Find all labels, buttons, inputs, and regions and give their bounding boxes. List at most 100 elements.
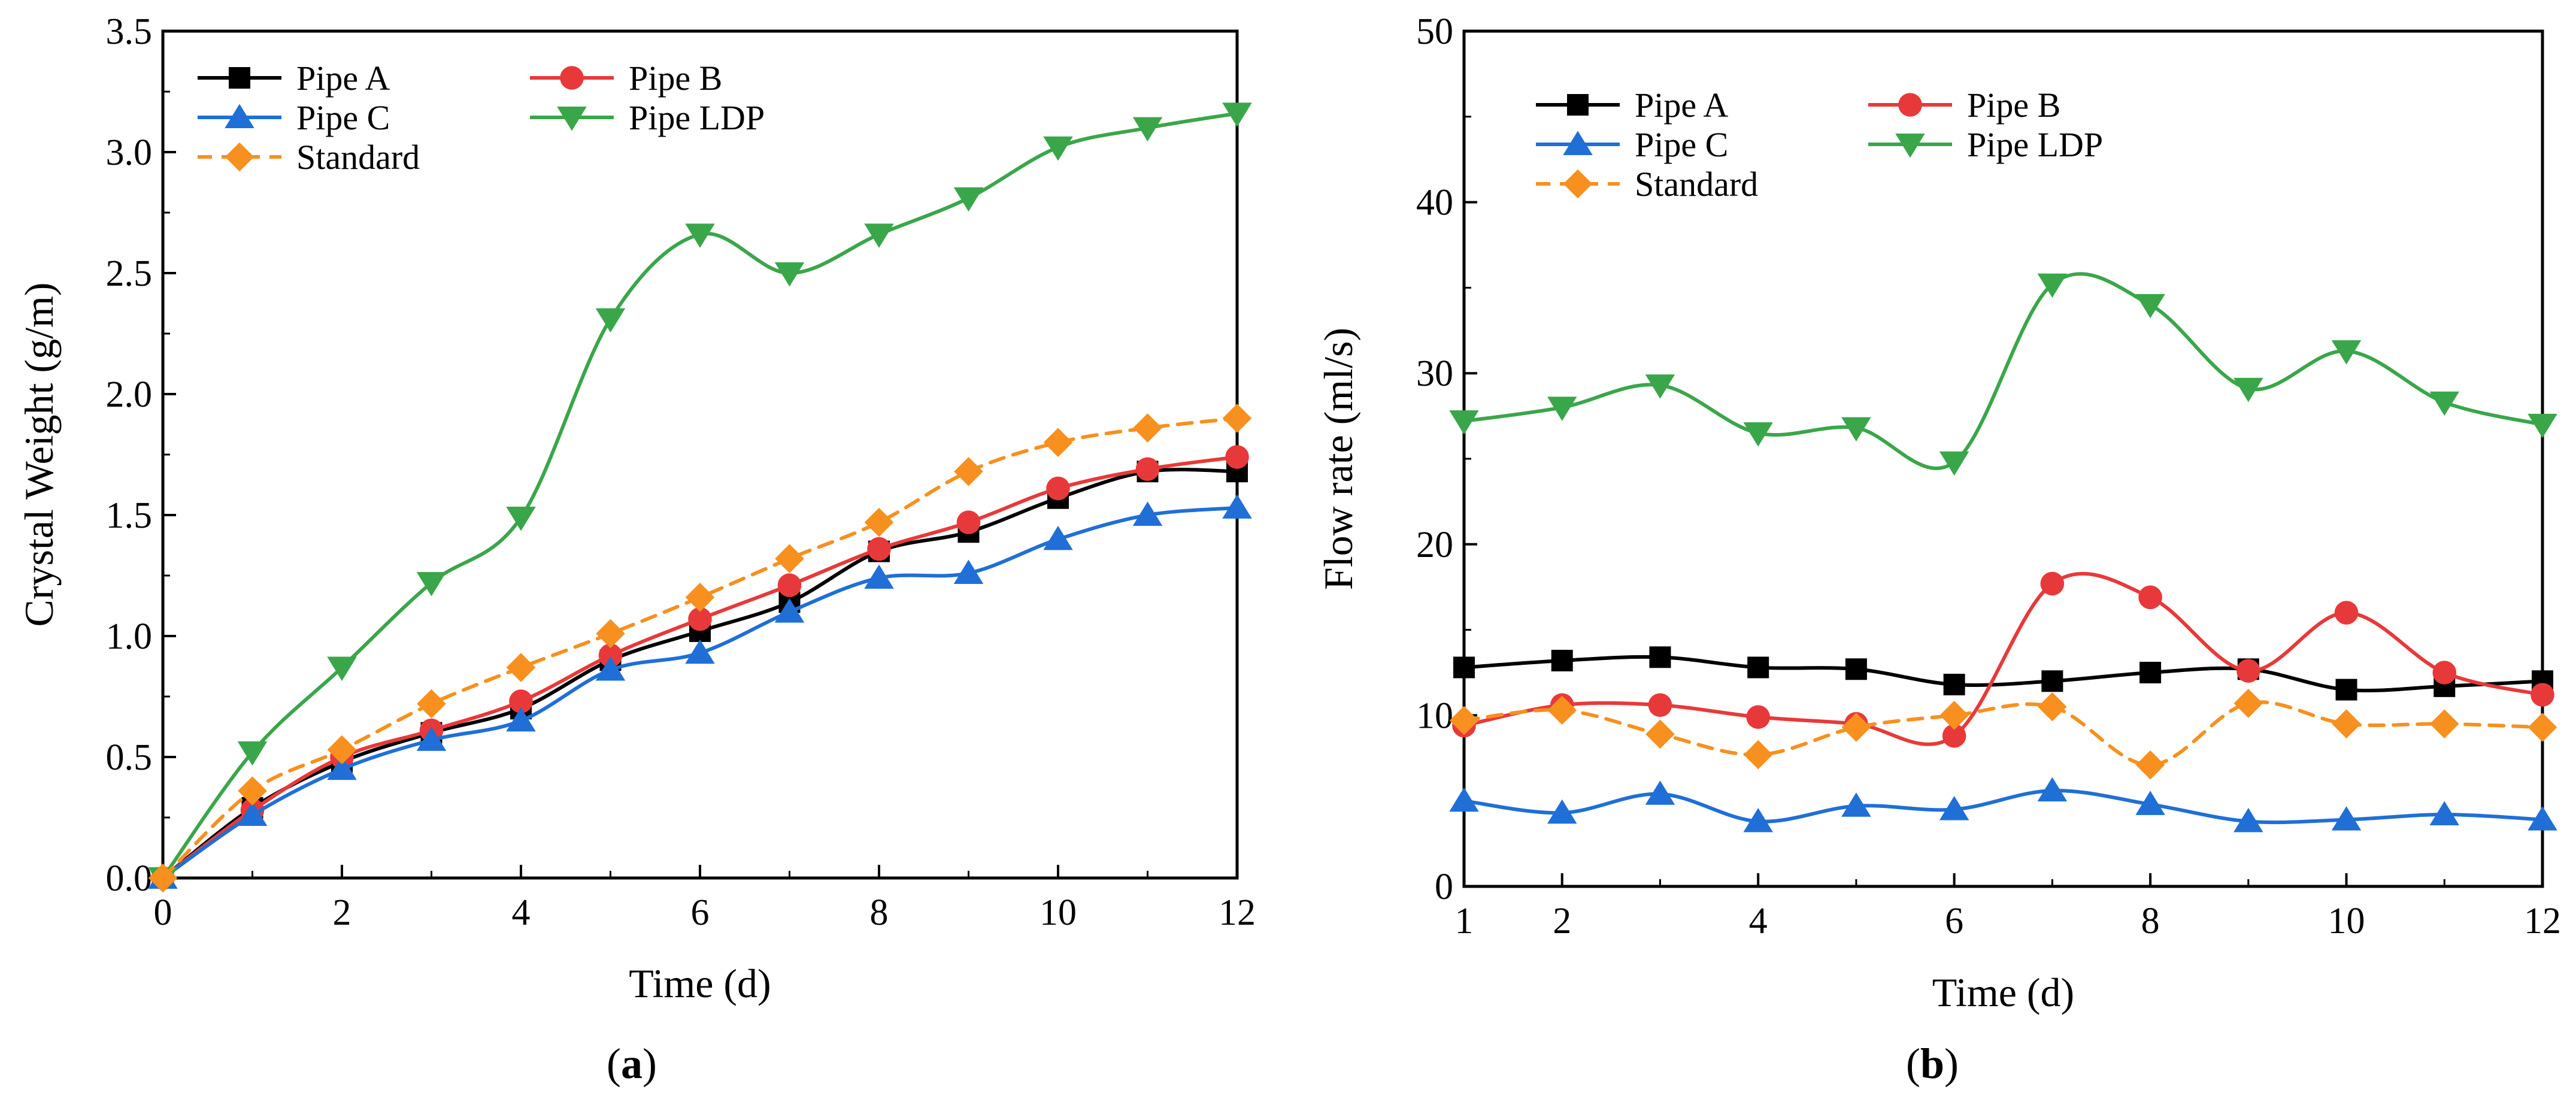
legend-item-pipe_a: Pipe A — [198, 59, 390, 98]
data-point-pipe_ldp — [2331, 340, 2362, 365]
data-point-pipe_b — [1746, 705, 1770, 729]
y-tick-label: 0.5 — [106, 737, 153, 778]
series-pipe_b — [151, 445, 1249, 890]
data-point-pipe_c — [2233, 807, 2263, 832]
data-point-pipe_c — [685, 639, 715, 664]
series-line-pipe_ldp — [1462, 272, 2544, 470]
data-point-standard — [148, 863, 178, 893]
y-tick-label: 3.0 — [106, 132, 153, 173]
panel-label-open: ( — [607, 1040, 621, 1088]
legend-item-pipe_ldp: Pipe LDP — [1868, 125, 2103, 164]
data-point-standard — [1841, 713, 1871, 742]
series-pipe_a — [1453, 646, 2553, 701]
data-point-pipe_a — [2041, 670, 2063, 692]
panel-label-letter: a — [621, 1040, 643, 1088]
legend-marker — [1895, 134, 1925, 158]
panel-label-open: ( — [1906, 1040, 1920, 1088]
legend-label: Pipe LDP — [1967, 125, 2103, 164]
x-tick-label: 6 — [691, 892, 710, 933]
data-point-pipe_b — [777, 573, 802, 597]
legend-item-standard: Standard — [1536, 165, 1758, 204]
data-point-pipe_a — [2139, 662, 2162, 683]
data-point-pipe_b — [2236, 659, 2260, 683]
data-point-pipe_c — [2429, 801, 2460, 826]
data-point-pipe_ldp — [1645, 374, 1675, 399]
data-point-standard — [1133, 413, 1162, 443]
data-point-pipe_ldp — [416, 572, 447, 597]
legend: Pipe A Pipe B Pipe C Pipe LDP Standard — [1536, 86, 2103, 204]
data-point-standard — [2233, 689, 2263, 718]
data-point-standard — [1547, 695, 1577, 725]
data-point-pipe_b — [598, 643, 623, 668]
data-point-pipe_c — [864, 564, 894, 589]
data-point-pipe_b — [1046, 476, 1070, 501]
data-point-standard — [2429, 709, 2459, 738]
legend-marker — [1567, 94, 1589, 116]
legend-marker — [225, 104, 254, 128]
legend-marker — [229, 67, 250, 89]
series-line-pipe_c — [161, 505, 1239, 880]
data-point-pipe_c — [1645, 780, 1675, 805]
data-point-pipe_c — [1743, 807, 1773, 832]
y-tick-label: 2.0 — [106, 374, 153, 415]
panel-label: (b) — [1906, 1040, 1959, 1088]
series-pipe_ldp — [1449, 272, 2557, 476]
data-point-standard — [238, 776, 267, 806]
data-point-pipe_b — [867, 537, 891, 561]
data-point-standard — [685, 583, 715, 612]
data-point-pipe_ldp — [595, 308, 626, 333]
data-point-pipe_c — [595, 656, 626, 681]
data-point-pipe_c — [2527, 806, 2557, 831]
data-point-pipe_b — [1648, 693, 1672, 717]
data-point-pipe_b — [688, 607, 712, 631]
panel-label-letter: b — [1920, 1040, 1944, 1088]
x-tick-label: 8 — [870, 892, 889, 933]
data-point-pipe_c — [1547, 799, 1577, 824]
data-point-pipe_b — [2432, 661, 2457, 685]
legend-label: Standard — [1635, 165, 1758, 204]
data-point-standard — [864, 507, 894, 537]
data-point-pipe_b — [2334, 601, 2359, 625]
legend-marker — [557, 107, 587, 131]
legend-label: Pipe C — [296, 98, 390, 137]
data-point-pipe_b — [1135, 457, 1160, 482]
data-point-pipe_b — [2138, 585, 2162, 610]
data-point-pipe_a — [1845, 658, 1867, 680]
data-point-pipe_b — [2530, 683, 2554, 707]
x-tick-label: 2 — [333, 892, 351, 933]
y-tick-label: 1.5 — [106, 495, 153, 536]
data-point-pipe_c — [1222, 494, 1252, 519]
data-point-standard — [1645, 719, 1675, 749]
series-pipe_c — [1449, 777, 2557, 832]
y-tick-label: 0.0 — [106, 858, 153, 899]
data-point-pipe_ldp — [953, 187, 984, 212]
data-point-pipe_ldp — [1939, 451, 1969, 476]
data-point-standard — [1222, 404, 1252, 433]
legend-label: Pipe LDP — [629, 98, 765, 137]
legend-marker — [225, 142, 254, 172]
y-tick-label: 30 — [1416, 353, 1453, 394]
legend-item-pipe_c: Pipe C — [1536, 125, 1728, 164]
legend-marker — [560, 66, 584, 90]
y-tick-label: 3.5 — [106, 11, 153, 52]
data-point-pipe_c — [506, 707, 536, 732]
series-line-pipe_b — [161, 455, 1239, 880]
y-tick-label: 1.0 — [106, 616, 153, 657]
data-point-pipe_a — [1649, 646, 1671, 668]
legend-marker — [1563, 169, 1593, 199]
legend-label: Pipe B — [629, 59, 722, 98]
data-point-standard — [1743, 740, 1773, 770]
data-point-standard — [2527, 713, 2557, 742]
legend-marker — [1563, 131, 1593, 155]
x-axis-title: Time (d) — [629, 961, 771, 1006]
legend: Pipe A Pipe B Pipe C Pipe LDP Standard — [198, 59, 765, 177]
legend-label: Pipe A — [296, 59, 390, 98]
data-point-pipe_ldp — [237, 741, 268, 766]
data-point-pipe_ldp — [1547, 396, 1577, 421]
series-standard — [1449, 689, 2557, 780]
data-point-pipe_c — [2331, 806, 2362, 831]
y-tick-label: 20 — [1416, 525, 1453, 565]
panel-label-close: ) — [643, 1040, 657, 1088]
